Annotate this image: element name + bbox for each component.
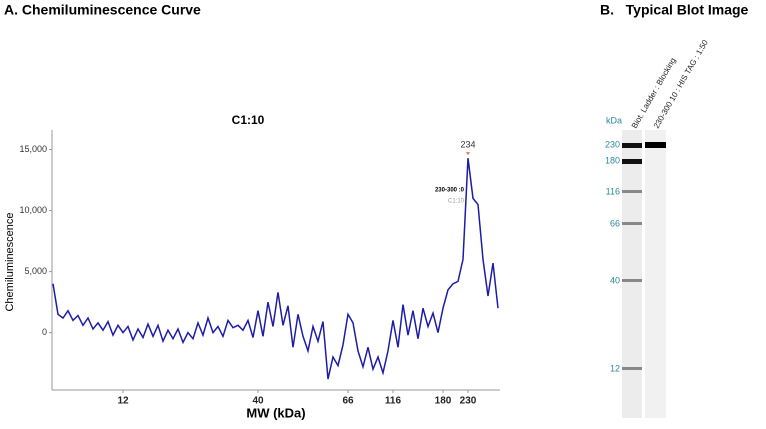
ladder-band: [622, 143, 642, 148]
x-tick-label: 12: [117, 396, 129, 407]
annotation: 230-300 :0: [435, 188, 465, 194]
peak-marker: [466, 152, 470, 156]
annotation: 234: [460, 139, 475, 149]
x-tick-label: 116: [385, 396, 402, 407]
sample-band: [645, 142, 666, 148]
ladder-band: [622, 159, 642, 164]
ladder-band: [622, 222, 642, 225]
y-tick-label: 10,000: [19, 205, 47, 215]
blot-marker-label: 12: [610, 363, 620, 373]
x-tick-label: 180: [435, 396, 452, 407]
lane: [645, 130, 666, 418]
x-tick-label: 66: [342, 396, 354, 407]
ladder-band: [622, 190, 642, 193]
lane: [622, 130, 642, 418]
y-tick-label: 15,000: [19, 144, 47, 154]
panel-title: A. Chemiluminescence Curve: [4, 2, 201, 18]
blot-marker-label: 66: [610, 218, 620, 228]
blot-marker-label: 180: [605, 155, 620, 165]
panel-title: B. Typical Blot Image: [600, 2, 749, 18]
blot-unit: kDa: [606, 115, 622, 125]
blot-marker-label: 230: [605, 139, 620, 149]
blot-marker-label: 40: [610, 275, 620, 285]
x-axis-label: MW (kDa): [246, 405, 305, 420]
curve: [52, 158, 499, 380]
y-tick-label: 5,000: [24, 266, 47, 276]
x-tick-label: 230: [460, 396, 477, 407]
annotation: C1:10: [448, 199, 465, 205]
ladder-band: [622, 367, 642, 370]
x-tick-label: 40: [252, 396, 264, 407]
ladder-band: [622, 279, 642, 282]
blot-marker-label: 116: [606, 186, 620, 196]
chart-title: C1:10: [232, 113, 265, 127]
y-tick-label: 0: [42, 327, 47, 337]
y-axis-label: Chemiluminescence: [4, 212, 16, 311]
